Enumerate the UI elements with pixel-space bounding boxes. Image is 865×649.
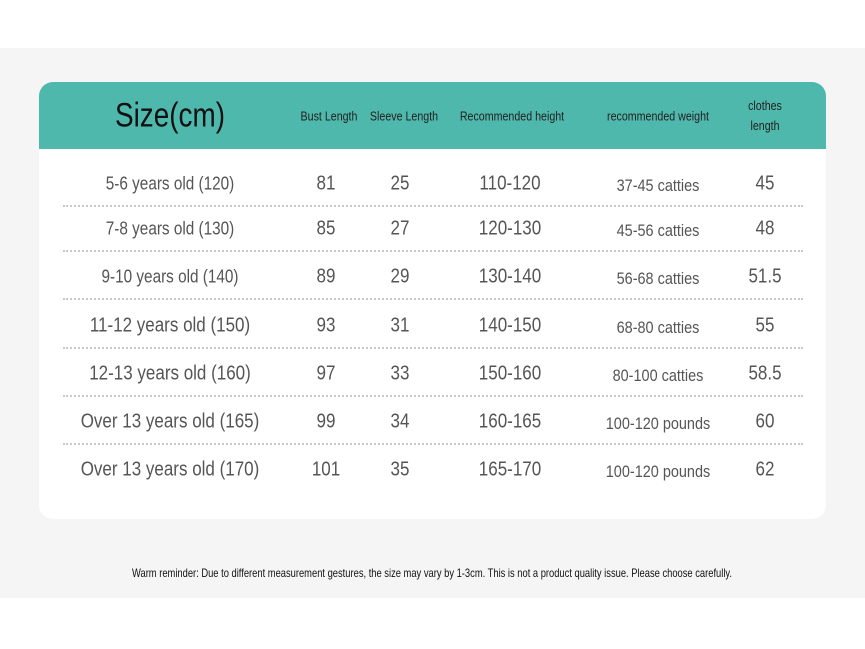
table-header — [39, 82, 826, 149]
header-cell: recommended weight — [607, 108, 709, 124]
table-cell: 110-120 — [479, 172, 541, 195]
table-cell: 45 — [755, 172, 775, 195]
header-cell: Recommended height — [459, 108, 565, 124]
table-cell: 56-68 catties — [616, 269, 700, 288]
table-cell: 12-13 years old (160) — [89, 362, 251, 385]
table-cell: 29 — [390, 265, 410, 288]
table-cell: 48 — [755, 217, 775, 240]
size-table: Size(cm) Bust Length Sleeve Length Recommen… — [39, 82, 826, 519]
table-cell: 5-6 years old (120) — [105, 173, 235, 194]
row-separator — [63, 205, 803, 207]
table-cell: 37-45 catties — [616, 176, 700, 195]
table-cell: 100-120 pounds — [605, 462, 711, 481]
header-cell: Size(cm) — [115, 96, 225, 135]
table-cell: 33 — [390, 362, 410, 385]
header-cell: clothes length — [748, 98, 782, 133]
table-cell: 35 — [390, 458, 410, 481]
table-cell: 120-130 — [478, 217, 542, 240]
table-cell: 97 — [316, 362, 336, 385]
table-cell: Over 13 years old (170) — [80, 458, 260, 481]
table-cell: 93 — [316, 314, 336, 337]
table-cell: 100-120 pounds — [605, 414, 711, 433]
row-separator — [63, 347, 803, 349]
table-cell: 81 — [316, 172, 336, 195]
table-cell: 9-10 years old (140) — [101, 266, 239, 287]
table-cell: 85 — [316, 217, 336, 240]
table-cell: 58.5 — [748, 362, 782, 385]
table-cell: 60 — [755, 410, 775, 433]
table-cell: 31 — [390, 314, 410, 337]
table-cell: 101 — [311, 458, 341, 481]
table-cell: 140-150 — [478, 314, 542, 337]
table-cell: 160-165 — [478, 410, 542, 433]
table-cell: 68-80 catties — [616, 318, 700, 337]
header-cell: Bust Length — [300, 108, 358, 124]
table-cell: 25 — [390, 172, 410, 195]
table-cell: 55 — [755, 314, 775, 337]
table-cell: 27 — [390, 217, 410, 240]
table-cell: 150-160 — [478, 362, 542, 385]
table-cell: 80-100 catties — [612, 366, 704, 385]
note: Warm reminder: Due to different measurem… — [131, 566, 733, 580]
table-cell: 89 — [316, 265, 336, 288]
table-cell: Over 13 years old (165) — [80, 410, 260, 433]
table-cell: 45-56 catties — [616, 221, 700, 240]
table-cell: 99 — [316, 410, 336, 433]
table-cell: 7-8 years old (130) — [105, 218, 235, 239]
row-separator — [63, 298, 803, 300]
row-separator — [63, 250, 803, 252]
row-separator — [63, 395, 803, 397]
table-cell: 165-170 — [478, 458, 542, 481]
header-cell: Sleeve Length — [369, 108, 439, 124]
table-cell: 34 — [390, 410, 410, 433]
row-separator — [63, 443, 803, 445]
table-cell: 130-140 — [478, 265, 542, 288]
table-cell: 11-12 years old (150) — [89, 314, 251, 337]
table-cell: 62 — [755, 458, 775, 481]
table-cell: 51.5 — [748, 265, 782, 288]
